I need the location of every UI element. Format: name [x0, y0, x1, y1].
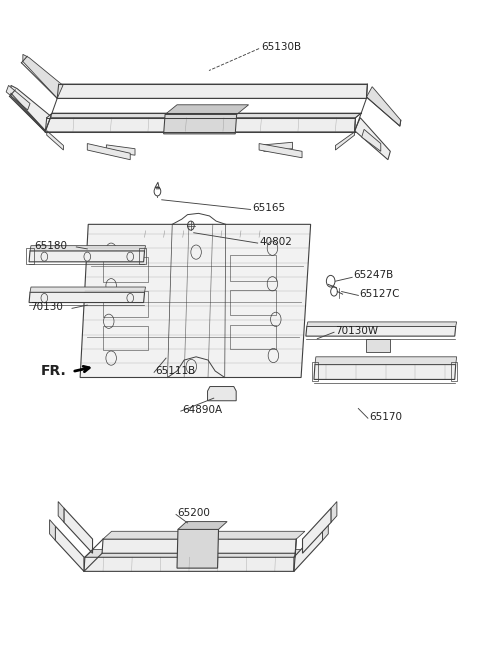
Bar — [312, 362, 318, 382]
Polygon shape — [336, 132, 355, 150]
Text: 40802: 40802 — [259, 237, 292, 247]
Polygon shape — [64, 508, 93, 553]
Polygon shape — [323, 520, 328, 541]
Text: 65170: 65170 — [369, 412, 402, 422]
Polygon shape — [177, 530, 218, 568]
Polygon shape — [306, 326, 456, 336]
Bar — [139, 248, 146, 263]
Polygon shape — [362, 129, 381, 151]
Bar — [230, 255, 276, 281]
Polygon shape — [102, 539, 296, 553]
Bar — [451, 362, 456, 382]
Text: 65165: 65165 — [252, 203, 285, 213]
Polygon shape — [164, 114, 237, 134]
Text: 65200: 65200 — [177, 508, 210, 518]
Polygon shape — [366, 339, 390, 352]
Text: 70130W: 70130W — [336, 326, 379, 336]
Polygon shape — [45, 117, 356, 132]
Polygon shape — [6, 86, 30, 110]
Polygon shape — [29, 251, 144, 262]
Polygon shape — [302, 508, 331, 553]
Bar — [103, 326, 148, 350]
Bar — [230, 289, 276, 315]
Bar — [103, 291, 148, 317]
Text: 65130B: 65130B — [262, 42, 301, 52]
Polygon shape — [307, 322, 456, 326]
Polygon shape — [264, 142, 292, 151]
Text: 65111B: 65111B — [155, 366, 195, 376]
Polygon shape — [165, 104, 249, 114]
Polygon shape — [49, 520, 55, 541]
Polygon shape — [331, 502, 337, 522]
Polygon shape — [87, 143, 130, 160]
Polygon shape — [355, 117, 390, 160]
Polygon shape — [30, 287, 145, 292]
Bar — [103, 256, 148, 282]
Polygon shape — [84, 557, 295, 571]
Polygon shape — [55, 526, 84, 571]
Text: 65127C: 65127C — [360, 289, 400, 299]
Polygon shape — [314, 365, 456, 380]
Bar — [230, 324, 276, 349]
Polygon shape — [294, 526, 323, 571]
Polygon shape — [47, 113, 361, 117]
Polygon shape — [207, 387, 236, 400]
Text: FR.: FR. — [40, 364, 66, 378]
Polygon shape — [30, 246, 145, 251]
Polygon shape — [259, 143, 302, 158]
Polygon shape — [23, 55, 63, 98]
Text: 70130: 70130 — [30, 302, 63, 312]
Polygon shape — [80, 225, 311, 378]
Text: 65180: 65180 — [34, 241, 67, 251]
Text: 65247B: 65247B — [354, 271, 394, 280]
Polygon shape — [178, 522, 227, 530]
Bar — [26, 248, 34, 263]
Polygon shape — [315, 357, 456, 365]
Polygon shape — [58, 502, 64, 522]
Polygon shape — [57, 84, 367, 98]
Polygon shape — [47, 130, 63, 150]
Polygon shape — [107, 145, 135, 155]
Polygon shape — [29, 292, 144, 302]
Polygon shape — [103, 532, 305, 539]
Text: 64890A: 64890A — [182, 405, 222, 415]
Polygon shape — [11, 86, 51, 130]
Polygon shape — [85, 550, 303, 557]
Polygon shape — [366, 87, 401, 126]
